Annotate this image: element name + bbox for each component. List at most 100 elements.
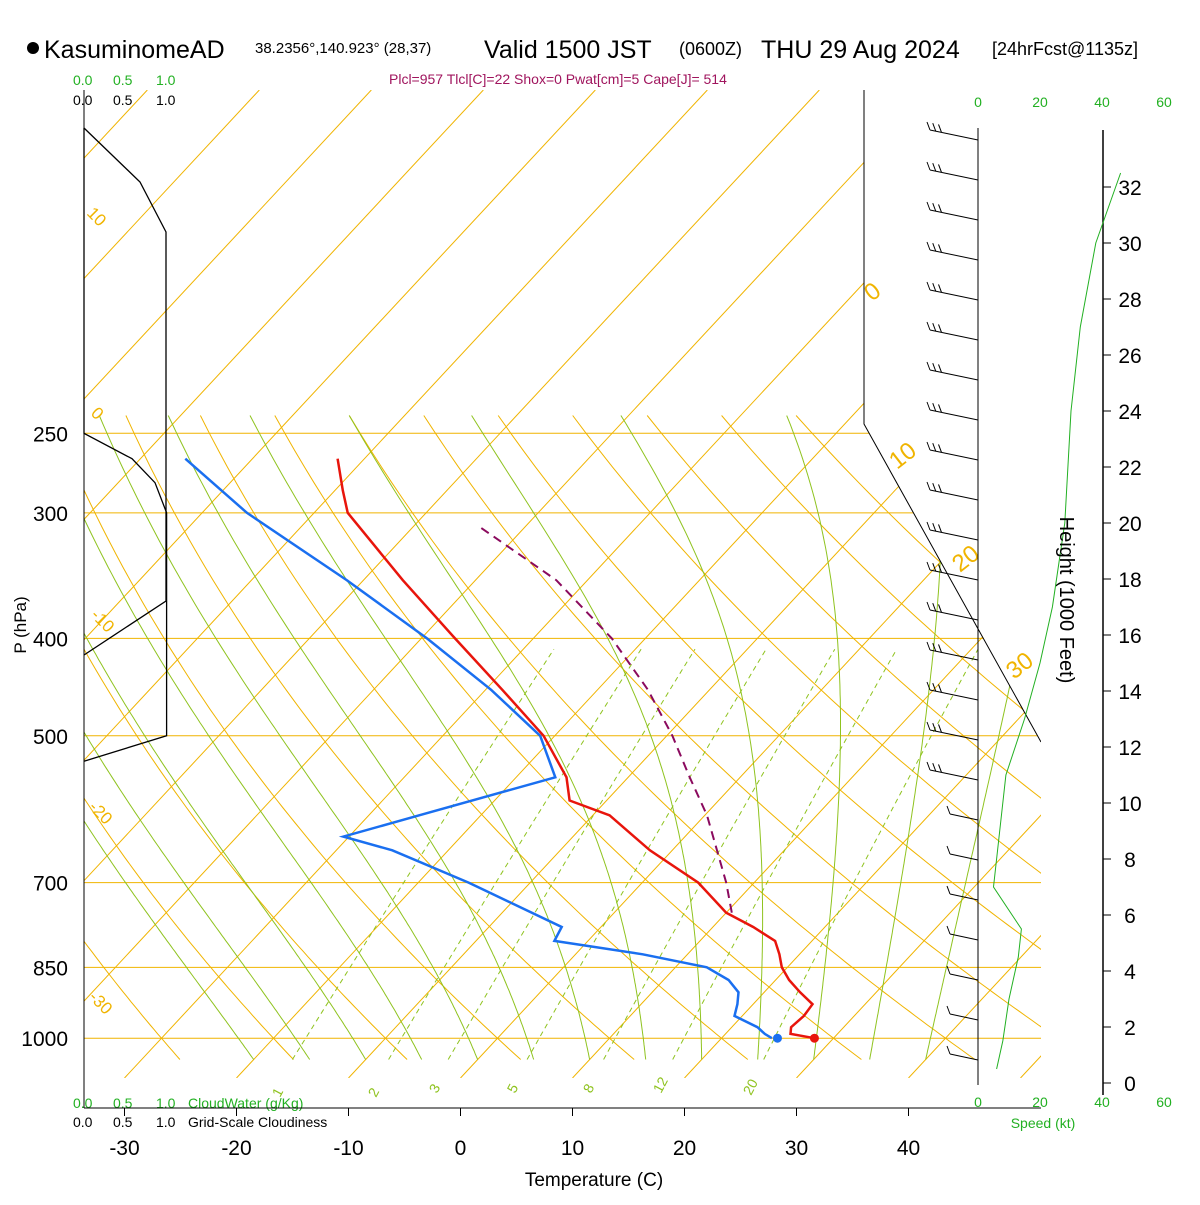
isotherm-line (0, 90, 371, 1078)
speed-tick-label-top: 0 (974, 94, 982, 110)
height-tick-label: 0 (1124, 1073, 1136, 1096)
dry-adiabat-line (51, 416, 520, 1060)
wind-barb-flag (939, 644, 942, 652)
wind-barb-flag (947, 1006, 950, 1014)
dry-adiabat-line (1020, 416, 1200, 1060)
moist-adiabat-line (168, 416, 534, 1060)
sounding-indices: Plcl=957 Tlcl[C]=22 Shox=0 Pwat[cm]=5 Ca… (389, 71, 727, 87)
station-dot-icon (27, 42, 39, 54)
valid-date: THU 29 Aug 2024 (761, 36, 960, 64)
temperature-tick-label: -20 (221, 1137, 251, 1160)
speed-axis-title: Speed (kt) (1011, 1115, 1076, 1131)
wind-barb-flag (933, 603, 936, 611)
height-tick-label: 18 (1118, 569, 1141, 592)
height-tick-label: 12 (1118, 737, 1141, 760)
wind-barb (950, 894, 978, 900)
moist-adiabat-line (99, 416, 477, 1060)
cloudiness-scale-top-0: 0.0 (73, 92, 93, 108)
isotherm-label: 0 (87, 403, 107, 423)
wind-barb-flag (933, 763, 936, 771)
profile-lines (185, 459, 819, 1043)
speed-tick-label-bottom: 60 (1156, 1094, 1172, 1110)
mixing-ratio-label: 8 (580, 1081, 598, 1096)
height-tick-label: 32 (1118, 177, 1141, 200)
temperature-tick-label: -10 (333, 1137, 363, 1160)
isotherm-line (0, 90, 259, 1078)
temperature-tick-label: 0 (455, 1137, 467, 1160)
height-tick-label: 16 (1118, 625, 1141, 648)
wind-barb (950, 934, 978, 940)
dry-adiabat-line (498, 416, 1200, 1060)
y-axis-title: P (hPa) (11, 596, 30, 653)
dry-adiabat-line (349, 416, 975, 1060)
mixing-ratio-label: 5 (504, 1081, 522, 1096)
wind-barb-flag (927, 762, 930, 770)
temperature-tick-label: 30 (785, 1137, 808, 1160)
mixing-ratio-label: 20 (740, 1076, 762, 1097)
speed-tick-label-top: 60 (1156, 94, 1172, 110)
speed-tick-label-bottom: 40 (1094, 1094, 1110, 1110)
wind-barb-flag (947, 926, 950, 934)
height-tick-label: 2 (1124, 1017, 1136, 1040)
temperature-tick-label: 40 (897, 1137, 920, 1160)
wind-barb-flag (927, 722, 930, 730)
height-tick-label: 20 (1118, 513, 1141, 536)
height-tick-label: 22 (1118, 457, 1141, 480)
height-tick-label: 8 (1124, 849, 1136, 872)
valid-time: Valid 1500 JST (484, 36, 652, 64)
height-tick-label: 30 (1118, 233, 1141, 256)
wind-barb (950, 974, 978, 980)
moist-adiabat-line (621, 416, 763, 1060)
height-axis-title: Height (1000 Feet) (1055, 517, 1077, 684)
cloudiness-label: Grid-Scale Cloudiness (188, 1114, 327, 1130)
dry-adiabat-line (573, 416, 1200, 1060)
x-axis-title: Temperature (C) (525, 1170, 663, 1191)
wind-barb (950, 814, 978, 820)
height-tick-label: 6 (1124, 905, 1136, 928)
temperature-tick-label: -30 (109, 1137, 139, 1160)
isotherm-label: -30 (85, 987, 116, 1018)
cloudwater-scale-bottom-0: 0.0 (73, 1095, 93, 1111)
cloudiness-scale-top-1: 0.5 (113, 92, 133, 108)
isotherm-line (461, 90, 1200, 1078)
mixing-ratio-line (604, 649, 835, 1059)
wind-barb-flag (947, 806, 950, 814)
wind-barb-flag (939, 724, 942, 732)
wind-barb (930, 770, 978, 780)
parcel-profile-line (480, 527, 732, 913)
isotherm-label: 10 (83, 203, 110, 230)
isotherm-line (0, 90, 35, 1078)
pressure-tick-label: 850 (33, 957, 68, 980)
wind-barb (950, 1014, 978, 1020)
station-name: KasuminomeAD (44, 36, 225, 64)
height-tick-label: 28 (1118, 289, 1141, 312)
pressure-tick-label: 250 (33, 423, 68, 446)
height-tick-label: 10 (1118, 793, 1141, 816)
isotherm-line (1021, 90, 1200, 1078)
station-coords: 38.2356°,140.923° (28,37) (255, 40, 431, 57)
wind-barb (950, 854, 978, 860)
isotherm-line (0, 90, 147, 1078)
wind-barb (950, 1054, 978, 1060)
wind-barb (930, 690, 978, 700)
mixing-ratio-label: 2 (365, 1085, 383, 1100)
cloudiness-scale-top-2: 1.0 (156, 92, 176, 108)
height-tick-label: 4 (1124, 961, 1136, 984)
speed-tick-label-top: 20 (1032, 94, 1048, 110)
wind-barb-flag (939, 604, 942, 612)
wind-barb-flag (947, 886, 950, 894)
isotherm-line (13, 90, 932, 1078)
wind-barb-flag (927, 562, 930, 570)
upper-right-mask (864, 90, 1041, 742)
forecast-info: [24hrFcst@1135z] (992, 39, 1138, 59)
pressure-tick-label: 700 (33, 873, 68, 896)
temperature-surface-point (810, 1034, 819, 1043)
valid-utc: (0600Z) (679, 39, 742, 59)
mixing-ratio-label: 12 (650, 1074, 672, 1095)
cloudiness-scale-bottom-1: 0.5 (113, 1114, 133, 1130)
temperature-tick-label: 10 (561, 1137, 584, 1160)
wind-barb-flag (939, 684, 942, 692)
moist-adiabat-line (40, 416, 422, 1060)
